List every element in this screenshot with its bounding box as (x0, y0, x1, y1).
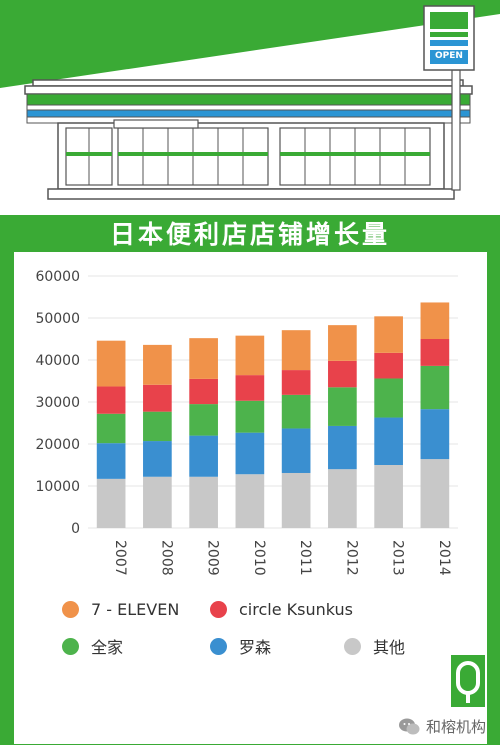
y-tick-label: 10000 (35, 479, 80, 495)
legend-swatch-lawson (210, 637, 227, 655)
bar-segment (328, 425, 357, 470)
bar-segment (374, 352, 403, 379)
bar-segment (328, 360, 357, 388)
bar-segment (281, 472, 311, 528)
bar-segment (143, 441, 172, 477)
bar-segment (96, 340, 126, 387)
x-tick-label: 2013 (390, 540, 406, 576)
bar-segment (96, 443, 126, 479)
wechat-icon (398, 718, 420, 734)
storefront-illustration (0, 0, 500, 215)
watermark-text: 和榕机构 (425, 718, 486, 736)
bar-segment (143, 384, 172, 412)
legend-item-circle-ksunkus: circle Ksunkus (210, 600, 353, 619)
bar-segment (420, 302, 450, 339)
bar-segment (96, 386, 126, 414)
x-tick-label: 2012 (343, 540, 359, 576)
bar-segment (235, 432, 265, 475)
page-title: 日本便利店店铺增长量 (109, 220, 390, 249)
bar-segment (328, 325, 357, 361)
bar-segment (235, 335, 265, 376)
bar-segment (189, 378, 218, 405)
bar-segment (281, 370, 311, 395)
bar-segment (374, 316, 403, 353)
bar-segment (189, 404, 218, 436)
legend-swatch-circle-ksunkus (210, 601, 227, 618)
bar-segment (235, 474, 265, 528)
title-bar: 日本便利店店铺增长量 (0, 213, 500, 253)
bar-segment (374, 465, 403, 528)
watermark: 和榕机构 (398, 716, 486, 737)
bar-segment (143, 476, 172, 528)
bar-segment (420, 409, 450, 460)
legend-item-lawson: 罗森 (210, 634, 271, 658)
open-sign-text: OPEN (435, 51, 463, 61)
bar-segment (189, 435, 218, 477)
legend-label-familymart: 全家 (91, 638, 124, 657)
bar-segment (328, 469, 357, 528)
bar-segment (420, 459, 450, 528)
legend-swatch-familymart (62, 637, 79, 655)
y-tick-label: 60000 (35, 269, 80, 285)
legend-label-others: 其他 (373, 638, 406, 657)
legend-label-lawson: 罗森 (239, 638, 272, 657)
brand-logo-icon (451, 655, 485, 707)
legend-swatch-7-eleven (62, 601, 79, 618)
bar-segment (281, 428, 311, 473)
bar-segment (96, 413, 126, 444)
y-tick-label: 30000 (35, 395, 80, 411)
x-tick-label: 2014 (436, 540, 452, 576)
x-tick-label: 2007 (112, 540, 128, 576)
legend-label-7-eleven: 7 - ELEVEN (91, 600, 180, 619)
legend-label-circle-ksunkus: circle Ksunkus (239, 600, 353, 619)
bar-segment (420, 339, 450, 366)
bar-segment (420, 365, 450, 410)
x-tick-label: 2008 (158, 540, 174, 576)
x-tick-label: 2011 (297, 540, 313, 576)
bar-segment (143, 411, 172, 442)
bar-segment (189, 338, 218, 379)
y-tick-label: 40000 (35, 353, 80, 369)
bar-segment (235, 400, 265, 433)
bar-segment (281, 330, 311, 371)
legend-item-others: 其他 (344, 634, 405, 658)
legend-item-familymart: 全家 (62, 634, 123, 658)
y-tick-label: 0 (71, 521, 80, 537)
bar-segment (328, 387, 357, 426)
legend-item-7-eleven: 7 - ELEVEN (62, 600, 179, 619)
x-tick-label: 2010 (251, 540, 267, 576)
bar-segment (374, 417, 403, 465)
bar-segment (235, 375, 265, 401)
bar-segment (189, 476, 218, 528)
legend-swatch-others (344, 637, 361, 655)
y-tick-label: 20000 (35, 437, 80, 453)
bar-segment (143, 344, 172, 385)
bar-segment (374, 378, 403, 418)
y-tick-label: 50000 (35, 311, 80, 327)
bar-segment (96, 478, 126, 528)
bar-segment (281, 394, 311, 429)
x-tick-label: 2009 (205, 540, 221, 576)
